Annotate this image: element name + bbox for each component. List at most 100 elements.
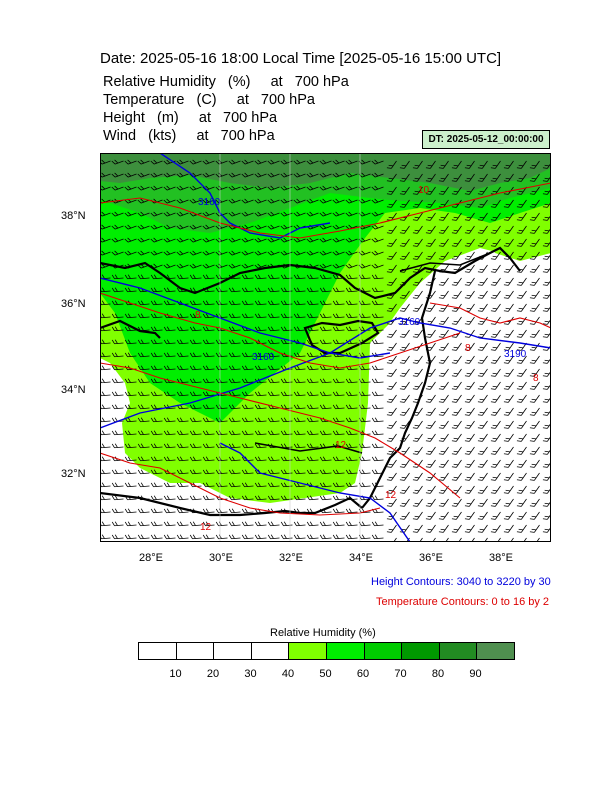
wind-barb (358, 300, 371, 306)
wind-barb (124, 378, 137, 384)
wind-barb (438, 329, 449, 338)
wind-barb (345, 313, 358, 319)
wind-barb (490, 303, 501, 312)
wind-barb (293, 172, 306, 178)
wind-barb (137, 352, 150, 358)
wind-barb (202, 172, 215, 178)
wind-barb (451, 290, 462, 299)
wind-barb (293, 274, 306, 280)
wind-barb (189, 250, 202, 256)
wind-barb (477, 342, 488, 351)
wind-barb (542, 173, 551, 182)
wind-barb (529, 524, 540, 533)
wind-barb (425, 511, 436, 520)
wind-barb (150, 313, 163, 319)
temp-label-7: 12 (335, 440, 347, 451)
wind-barb (542, 381, 551, 390)
wind-barb (228, 430, 241, 436)
height-label-4: 3190 (504, 349, 527, 360)
wind-barb (124, 224, 137, 230)
wind-barb (254, 456, 267, 462)
wind-barb (371, 365, 384, 371)
wind-barb (137, 274, 150, 280)
map-frame (100, 153, 551, 542)
wind-barb (202, 482, 215, 488)
wind-barb (358, 404, 371, 410)
wind-barb (529, 251, 540, 260)
wind-barb (163, 339, 176, 345)
wind-barb (202, 211, 215, 217)
wind-barb (503, 264, 514, 273)
wind-barb (100, 365, 111, 371)
wind-barb (542, 212, 551, 221)
wind-barb (490, 225, 501, 234)
wind-barb (399, 186, 410, 195)
wind-barb (124, 456, 137, 462)
wind-barb (345, 300, 358, 306)
wind-barb (176, 495, 189, 501)
wind-barb (425, 238, 436, 247)
wind-barb (503, 524, 514, 533)
wind-barb (176, 198, 189, 204)
variable-list: Relative Humidity (%) at 700 hPa Tempera… (103, 73, 349, 145)
wind-barb (111, 274, 124, 280)
wind-barb (306, 274, 319, 280)
wind-barb (490, 498, 501, 507)
wind-barb (124, 237, 137, 243)
wind-barb (438, 446, 449, 455)
wind-barb (137, 456, 150, 462)
wind-barb (412, 511, 423, 520)
wind-barb (267, 456, 280, 462)
wind-barb (306, 430, 319, 436)
wind-barb (503, 485, 514, 494)
wind-barb (306, 159, 319, 165)
wind-barb (189, 443, 202, 449)
wind-barb (345, 508, 358, 514)
wind-barb (542, 498, 551, 507)
wind-barb (503, 355, 514, 364)
wind-barb (189, 378, 202, 384)
wind-barb (529, 355, 540, 364)
wind-barb (163, 263, 176, 269)
wind-barb (412, 446, 423, 455)
wind-barb (306, 185, 319, 191)
wind-barb (371, 172, 384, 178)
wind-barb (451, 381, 462, 390)
wind-barb (477, 446, 488, 455)
wind-barb (358, 185, 371, 191)
colorbar-box (477, 643, 514, 659)
wind-barb (280, 250, 293, 256)
graticule (219, 153, 361, 542)
wind-barb (399, 329, 410, 338)
wind-barb (280, 185, 293, 191)
wind-barb (254, 198, 267, 204)
wind-barb (371, 300, 384, 306)
wind-barb (150, 443, 163, 449)
height-contours (100, 153, 551, 542)
wind-barb (542, 459, 551, 468)
temperature-contours (100, 182, 551, 516)
wind-barb (319, 339, 332, 345)
wind-barb (100, 469, 111, 475)
height-label-1: 3160 (198, 197, 221, 208)
wind-barb (451, 433, 462, 442)
wind-barb (124, 352, 137, 358)
wind-barb (163, 508, 176, 514)
wind-barb (477, 485, 488, 494)
wind-barb (280, 326, 293, 332)
wind-barb (267, 313, 280, 319)
wind-barb (100, 456, 111, 462)
wind-barb (386, 199, 397, 208)
wind-barb (451, 485, 462, 494)
wind-barb (490, 264, 501, 273)
wind-barb (100, 534, 111, 540)
wind-barb (228, 495, 241, 501)
wind-barb (345, 430, 358, 436)
wind-barb (464, 212, 475, 221)
wind-barb (438, 459, 449, 468)
wind-barb (228, 287, 241, 293)
wind-barb (490, 446, 501, 455)
wind-barb (516, 173, 527, 182)
wind-barb (425, 498, 436, 507)
wind-barb (280, 534, 293, 540)
